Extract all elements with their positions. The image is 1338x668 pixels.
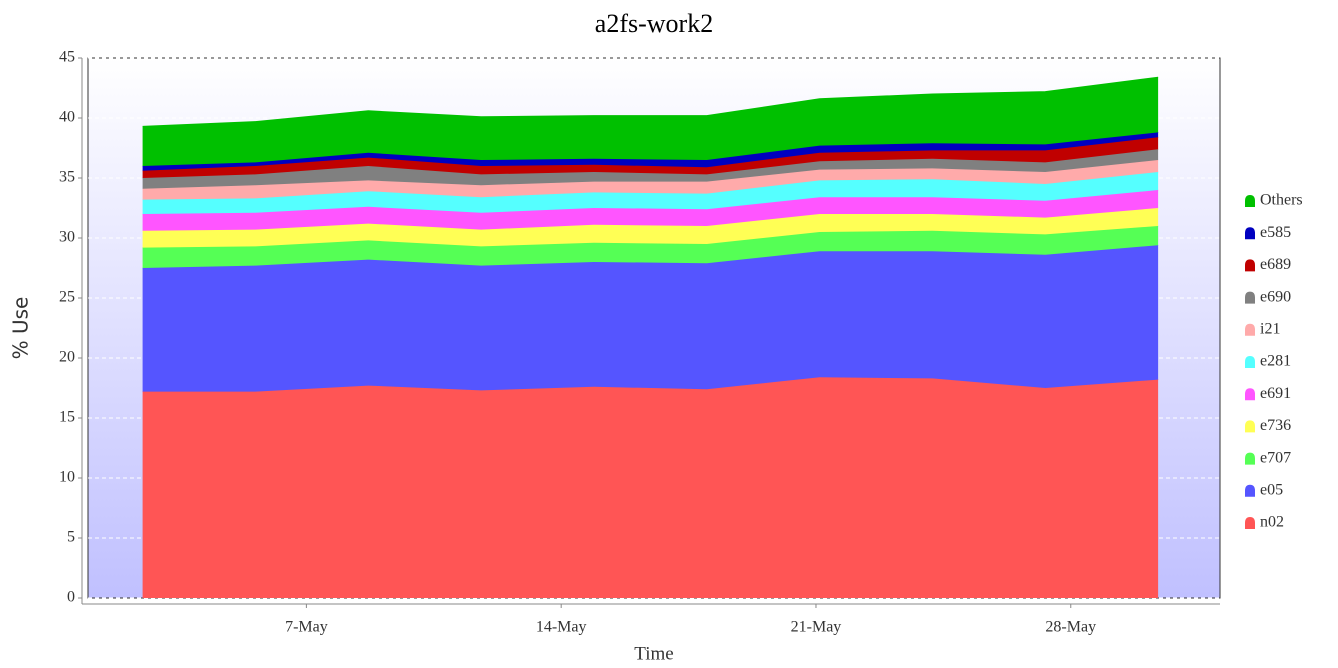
legend-marker [1245, 227, 1255, 240]
area-fill [142, 208, 1159, 248]
area-fill [142, 132, 1159, 171]
legend-label: n02 [1260, 514, 1284, 531]
chart-title: a2fs-work2 [595, 9, 713, 38]
legend-label: e736 [1260, 417, 1291, 434]
y-tick-label: 10 [59, 469, 75, 486]
legend-marker [1245, 484, 1255, 497]
area-fill [142, 137, 1159, 178]
legend-marker [1245, 517, 1255, 529]
area-fill [142, 160, 1159, 200]
legend-marker [1245, 388, 1255, 401]
y-tick-label: 25 [59, 289, 75, 306]
y-tick-label: 45 [59, 49, 75, 66]
legend-marker [1245, 356, 1255, 368]
x-tick-label: 28-May [1045, 619, 1096, 636]
area-edge [142, 76, 1159, 127]
legend-label: i21 [1260, 320, 1280, 337]
area-fill [142, 149, 1159, 189]
area-fill [142, 245, 1159, 392]
y-tick-label: 35 [59, 169, 75, 186]
area-edge [142, 376, 1159, 393]
y-tick-label: 40 [59, 109, 75, 126]
area-fill [142, 377, 1159, 598]
legend-label: e585 [1260, 224, 1291, 241]
legend-marker [1245, 323, 1255, 336]
area-fill [142, 226, 1159, 268]
legend-marker [1245, 452, 1255, 465]
legend-label: e691 [1260, 385, 1291, 402]
y-axis-label: % Use [9, 297, 33, 360]
x-tick-label: 14-May [536, 619, 587, 636]
x-tick-label: 7-May [285, 619, 328, 636]
legend-label: e05 [1260, 481, 1283, 498]
area-fill [142, 77, 1159, 166]
x-tick-label: 21-May [791, 619, 842, 636]
y-tick-label: 0 [67, 589, 75, 606]
x-axis-label: Time [634, 643, 673, 664]
legend-label: e690 [1260, 288, 1291, 305]
y-tick-label: 30 [59, 229, 75, 246]
legend-marker [1245, 195, 1255, 207]
area-edge [142, 148, 1159, 179]
y-tick-label: 5 [67, 529, 75, 546]
legend-marker [1245, 291, 1255, 304]
y-tick-label: 15 [59, 409, 75, 426]
area-fill [142, 190, 1159, 231]
legend-label: e689 [1260, 256, 1291, 273]
legend-label: e281 [1260, 353, 1291, 370]
legend-marker [1245, 259, 1255, 272]
legend-marker [1245, 420, 1255, 433]
legend-label: Others [1260, 192, 1303, 209]
legend-label: e707 [1260, 449, 1291, 466]
y-tick-label: 20 [59, 349, 75, 366]
